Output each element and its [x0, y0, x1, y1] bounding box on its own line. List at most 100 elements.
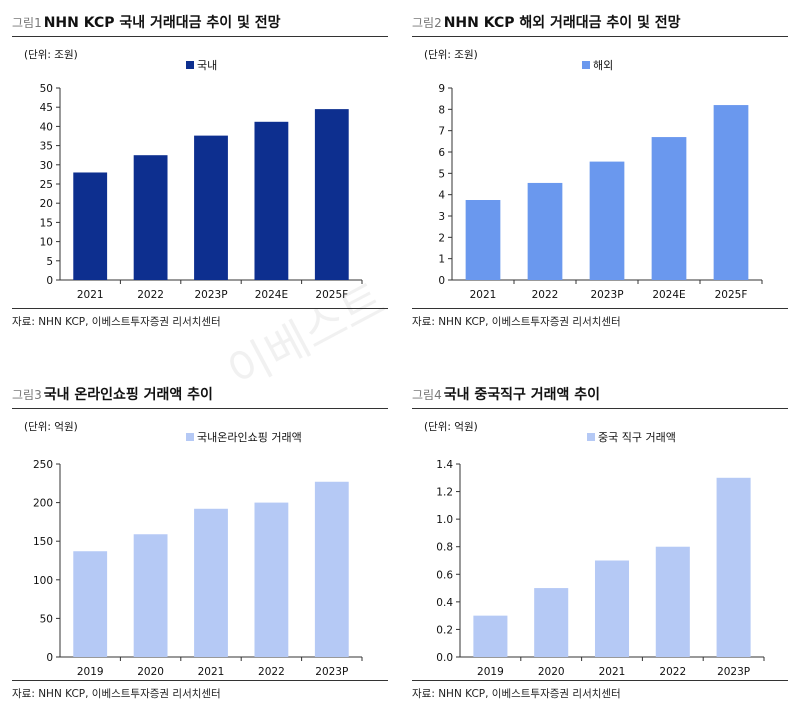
- figure-title-text: 국내 온라인쇼핑 거래액 추이: [43, 387, 213, 403]
- bar: [254, 121, 289, 281]
- bar: [534, 588, 569, 657]
- bar-chart: (단위: 억원) 국내온라인쇼핑 거래액 0 50 100 150 200 250 2019 20…: [24, 420, 363, 678]
- bar: [314, 481, 349, 657]
- y-tick-label: 45: [40, 102, 53, 114]
- figure-title: 그림1 NHN KCP 국내 거래대금 추이 및 전망: [12, 12, 281, 32]
- y-tick-label: 0.8: [436, 542, 453, 554]
- bar: [651, 137, 687, 280]
- bar: [314, 109, 349, 281]
- x-tick-label: 2024E: [255, 289, 288, 301]
- y-tick-label: 0: [46, 652, 53, 664]
- bar-chart: (단위: 억원) 중국 직구 거래액 0.0 0.2 0.4 0.6 0.8 1.0 1.2 1.…: [424, 420, 765, 678]
- x-tick-label: 2023P: [717, 666, 750, 678]
- legend-label: 국내: [197, 59, 217, 72]
- y-tick-label: 9: [438, 83, 445, 95]
- title-rule: [412, 36, 788, 37]
- figure-title-text: 국내 중국직구 거래액 추이: [443, 387, 601, 403]
- x-tick-label: 2020: [538, 666, 565, 678]
- x-tick-label: 2019: [77, 666, 104, 678]
- y-tick-label: 1.2: [436, 487, 453, 499]
- x-tick-label: 2022: [532, 289, 559, 301]
- y-tick-label: 0: [438, 275, 445, 287]
- figure-panel-3: 그림3 국내 온라인쇼핑 거래액 추이 (단위: 억원) 국내온라인쇼핑 거래액 0 5…: [12, 372, 388, 712]
- bar: [194, 508, 228, 657]
- x-tick-label: 2021: [599, 666, 626, 678]
- bar-chart: (단위: 조원) 해외 0 1 2 3 4 5 6 7 8 9 2021 2022 2023P 2024E 20…: [424, 48, 763, 301]
- y-tick-label: 5: [438, 168, 445, 180]
- x-tick-label: 2025F: [315, 289, 348, 301]
- figure-panel-4: 그림4 국내 중국직구 거래액 추이 (단위: 억원) 중국 직구 거래액 0.0 0.…: [412, 372, 788, 712]
- y-tick-label: 7: [438, 126, 445, 138]
- legend-swatch: [186, 433, 194, 441]
- x-tick-label: 2025F: [715, 289, 748, 301]
- x-tick-label: 2023P: [194, 289, 227, 301]
- x-tick-label: 2023P: [315, 666, 348, 678]
- x-tick-label: 2020: [137, 666, 164, 678]
- x-tick-label: 2019: [477, 666, 504, 678]
- source-note: 자료: NHN KCP, 이베스트투자증권 리서치센터: [412, 688, 621, 700]
- figure-panel-2: 그림2 NHN KCP 해외 거래대금 추이 및 전망 (단위: 조원) 해외 0 1 2…: [412, 0, 788, 340]
- x-tick-label: 2021: [77, 289, 104, 301]
- bar: [713, 105, 749, 280]
- source-rule: [12, 680, 388, 681]
- y-tick-label: 30: [40, 160, 53, 172]
- legend-swatch: [587, 433, 595, 441]
- bar: [133, 534, 168, 657]
- y-tick-label: 20: [40, 198, 53, 210]
- source-note: 자료: NHN KCP, 이베스트투자증권 리서치센터: [412, 316, 621, 328]
- y-tick-label: 25: [40, 179, 53, 191]
- y-tick-label: 100: [33, 575, 53, 587]
- y-tick-label: 15: [40, 217, 53, 229]
- y-tick-label: 200: [33, 498, 53, 510]
- x-tick-label: 2021: [198, 666, 225, 678]
- unit-label: (단위: 억원): [24, 420, 78, 433]
- x-tick-label: 2022: [137, 289, 164, 301]
- figure-title: 그림3 국내 온라인쇼핑 거래액 추이: [12, 384, 213, 404]
- bar: [73, 551, 108, 657]
- y-tick-label: 8: [438, 104, 445, 116]
- title-rule: [12, 36, 388, 37]
- source-note: 자료: NHN KCP, 이베스트투자증권 리서치센터: [12, 688, 221, 700]
- legend-label: 중국 직구 거래액: [598, 431, 676, 444]
- y-tick-label: 6: [438, 147, 445, 159]
- title-rule: [412, 408, 788, 409]
- y-tick-label: 50: [40, 613, 53, 625]
- y-tick-label: 3: [438, 211, 445, 223]
- bar: [594, 560, 630, 657]
- y-tick-label: 0.2: [436, 624, 453, 636]
- y-tick-label: 1: [438, 254, 445, 266]
- y-tick-label: 5: [46, 256, 53, 268]
- bar: [527, 182, 563, 280]
- figure-number: 그림4: [412, 388, 442, 402]
- y-tick-label: 2: [438, 232, 445, 244]
- legend-label: 해외: [593, 58, 613, 72]
- y-tick-label: 50: [40, 83, 53, 95]
- y-tick-label: 0.0: [436, 652, 453, 664]
- y-tick-label: 10: [40, 237, 53, 249]
- figure-number: 그림1: [12, 16, 42, 30]
- bar: [73, 172, 108, 280]
- source-rule: [412, 680, 788, 681]
- source-note: 자료: NHN KCP, 이베스트투자증권 리서치센터: [12, 316, 221, 328]
- x-tick-label: 2024E: [652, 289, 685, 301]
- figure-number: 그림2: [412, 16, 442, 30]
- unit-label: (단위: 조원): [24, 48, 78, 61]
- bar: [194, 135, 228, 280]
- figure-number: 그림3: [12, 388, 42, 402]
- x-tick-label: 2023P: [590, 289, 623, 301]
- figure-title-text: NHN KCP 국내 거래대금 추이 및 전망: [43, 15, 281, 31]
- bar-chart: (단위: 조원) 국내 0 5 10 15 20 25 30 35 40 45 50 2021 2022 20…: [24, 48, 363, 301]
- unit-label: (단위: 억원): [424, 420, 478, 433]
- y-tick-label: 0: [46, 275, 53, 287]
- source-rule: [12, 308, 388, 309]
- y-tick-label: 4: [438, 190, 445, 202]
- x-tick-label: 2022: [659, 666, 686, 678]
- y-tick-label: 250: [33, 459, 53, 471]
- legend-swatch: [582, 61, 590, 69]
- figure-title: 그림2 NHN KCP 해외 거래대금 추이 및 전망: [412, 12, 681, 32]
- y-tick-label: 35: [40, 141, 53, 153]
- bar: [473, 615, 508, 657]
- y-tick-label: 40: [40, 121, 53, 133]
- figure-panel-1: 그림1 NHN KCP 국내 거래대금 추이 및 전망 (단위: 조원) 국내 0 5 1…: [12, 0, 388, 340]
- x-tick-label: 2022: [258, 666, 285, 678]
